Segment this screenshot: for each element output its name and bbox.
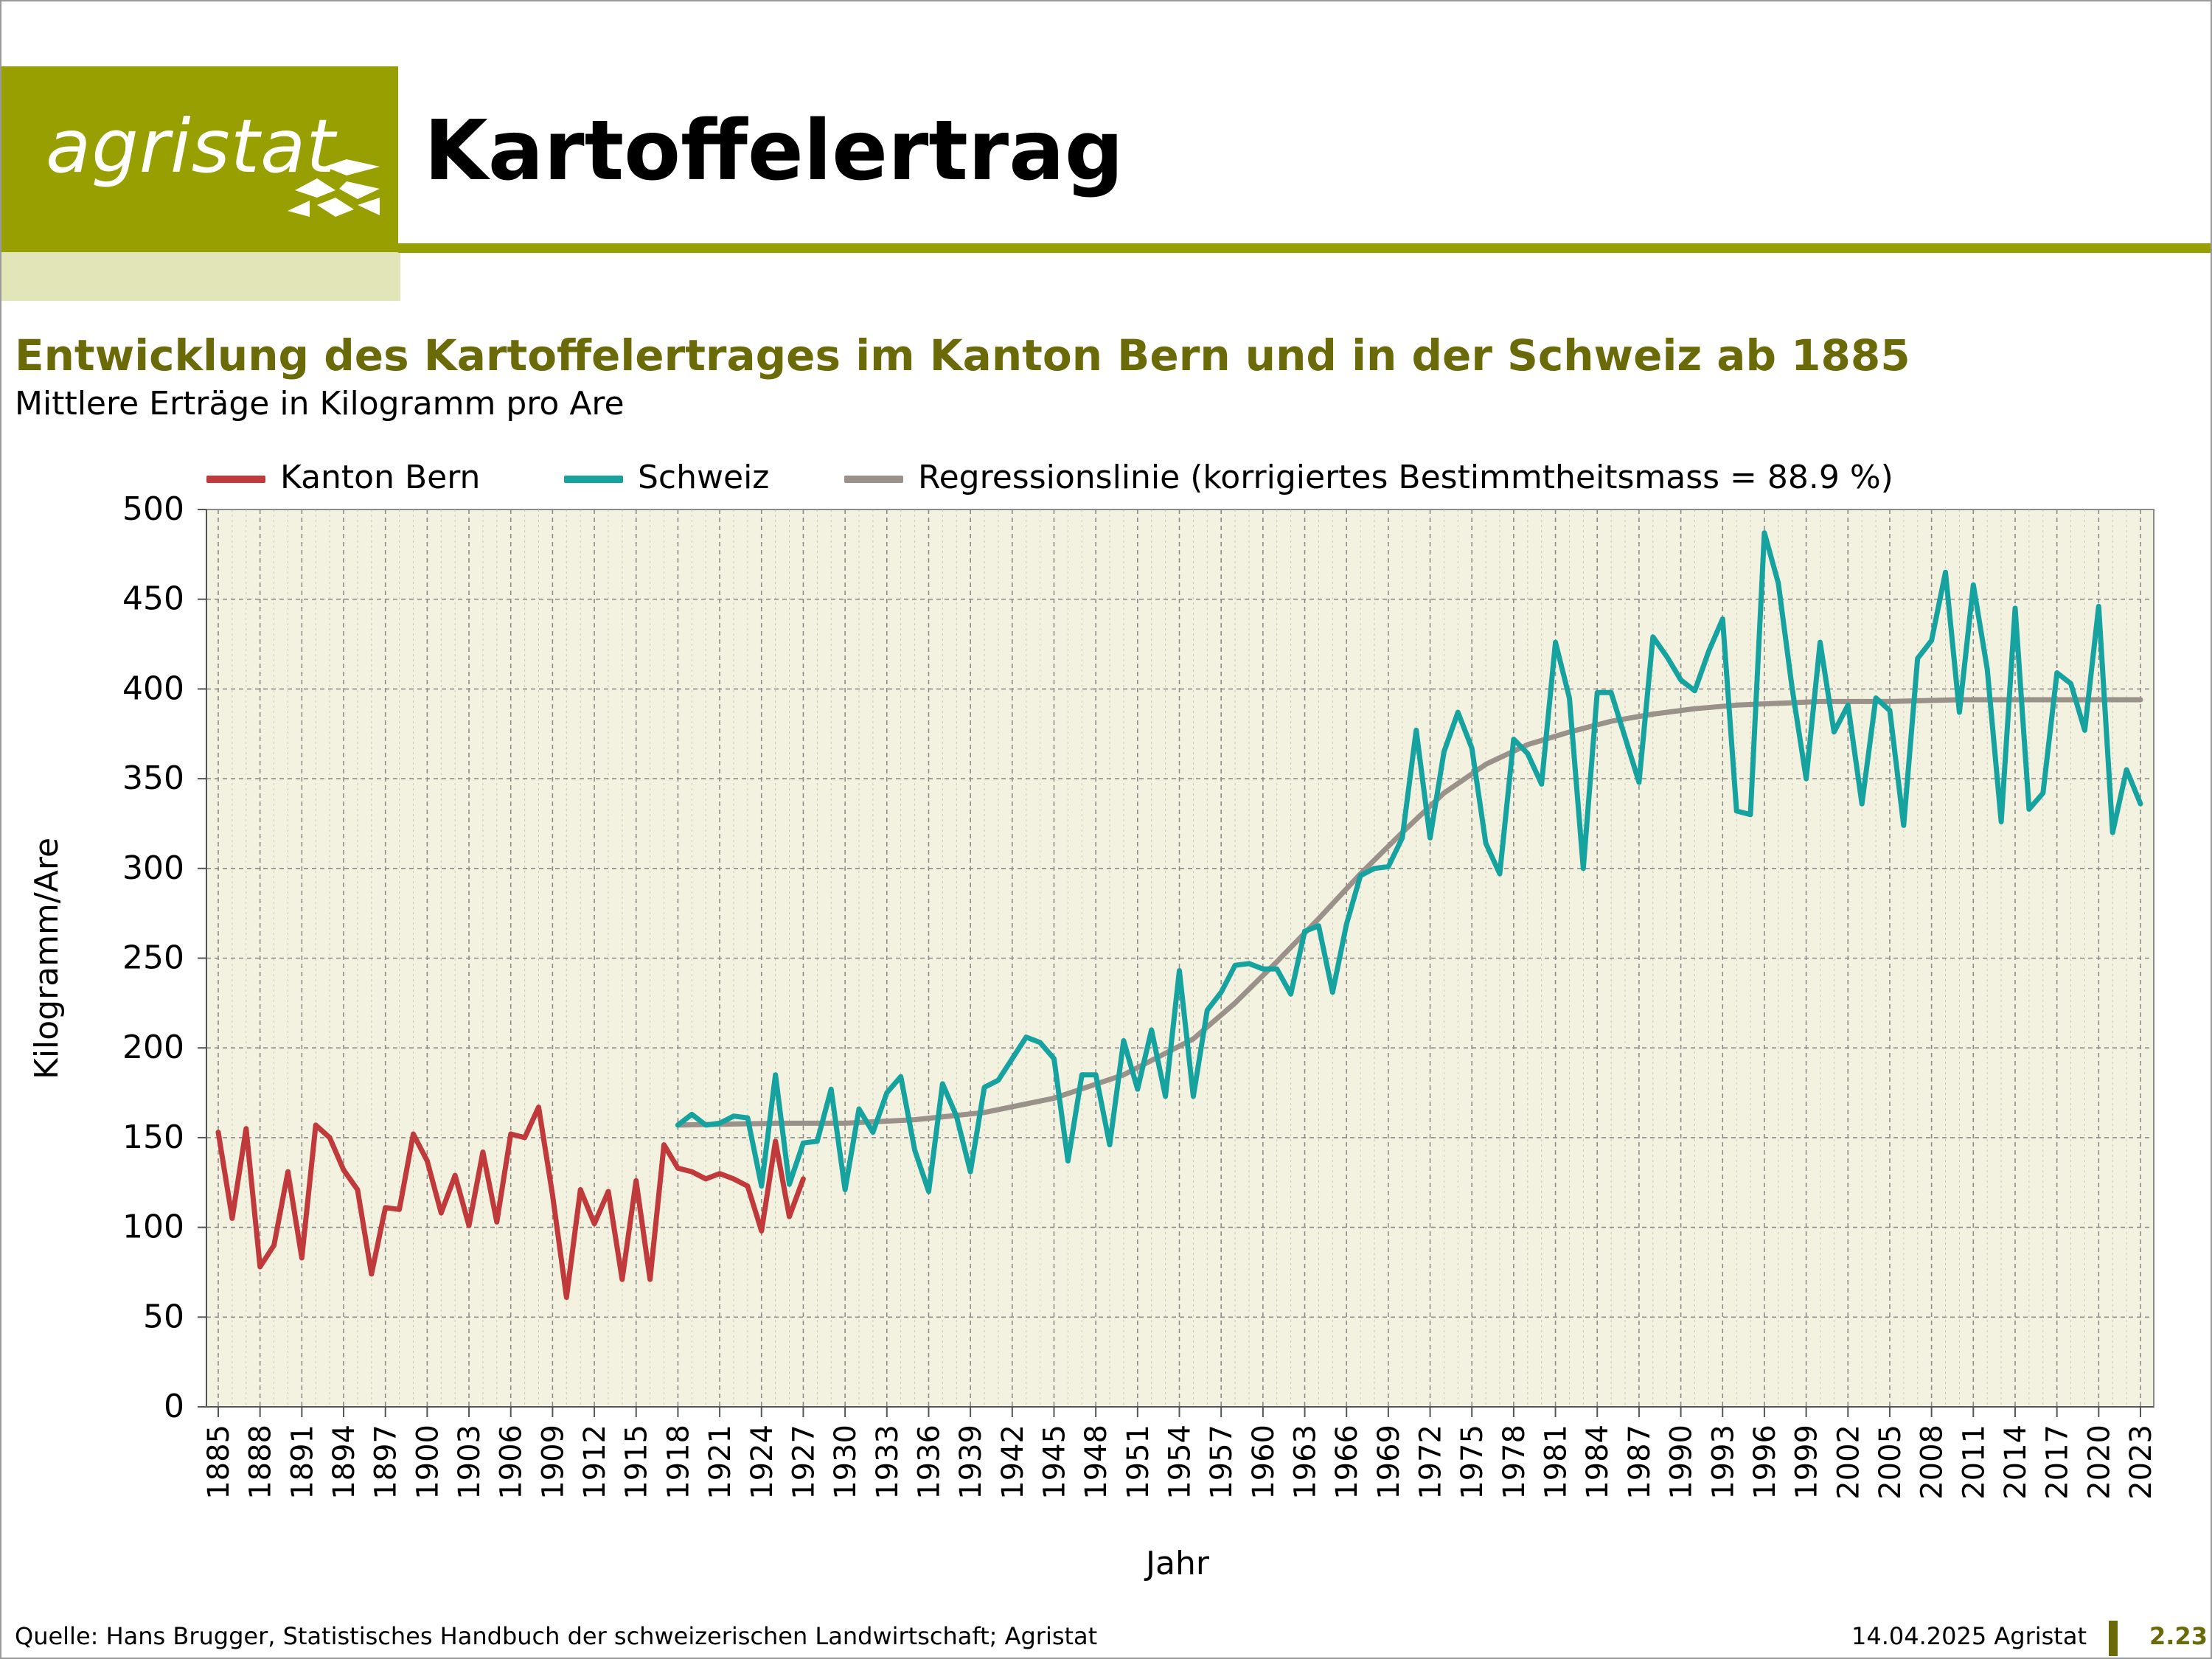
x-tick-label: 1891 bbox=[285, 1425, 319, 1500]
legend-item-kanton-bern: Kanton Bern bbox=[206, 456, 480, 500]
x-tick-label: 2014 bbox=[1999, 1425, 2033, 1500]
grid bbox=[206, 509, 2154, 1408]
y-tick-label: 500 bbox=[122, 490, 184, 528]
x-axis-title: Jahr bbox=[1144, 1545, 1210, 1582]
x-tick-label: 1960 bbox=[1247, 1425, 1281, 1500]
legend-item-regressionslinie: Regressionslinie (korrigiertes Bestimmth… bbox=[844, 456, 1893, 500]
legend-label: Schweiz bbox=[638, 459, 770, 496]
x-tick-label: 2002 bbox=[1832, 1425, 1865, 1500]
x-tick-label: 1951 bbox=[1121, 1425, 1155, 1500]
x-tick-label: 1942 bbox=[996, 1425, 1030, 1500]
footer-date: 14.04.2025 Agristat bbox=[1851, 1622, 2087, 1650]
x-tick-label: 2023 bbox=[2124, 1425, 2158, 1500]
legend-label: Regressionslinie (korrigiertes Bestimmth… bbox=[918, 459, 1893, 496]
chart-title: Entwicklung des Kartoffelertrages im Kan… bbox=[15, 330, 1910, 380]
legend-swatch bbox=[564, 476, 623, 483]
x-tick-label: 1918 bbox=[661, 1425, 695, 1500]
x-tick-label: 1930 bbox=[829, 1425, 863, 1500]
x-tick-label: 1939 bbox=[954, 1425, 988, 1500]
x-tick-label: 1969 bbox=[1372, 1425, 1406, 1500]
chart-subtitle: Mittlere Erträge in Kilogramm pro Are bbox=[15, 385, 625, 422]
series-line-regressionslinie bbox=[675, 697, 2143, 1128]
y-tick-label: 400 bbox=[122, 669, 184, 707]
agristat-logo bbox=[1, 66, 398, 252]
y-tick-label: 250 bbox=[122, 939, 184, 977]
x-tick-label: 1963 bbox=[1289, 1425, 1323, 1500]
y-tick-label: 450 bbox=[122, 580, 184, 618]
header-rule bbox=[398, 243, 2211, 253]
x-tick-label: 1915 bbox=[620, 1425, 654, 1500]
y-tick-label: 200 bbox=[122, 1029, 184, 1066]
legend-swatch bbox=[844, 476, 903, 483]
x-tick-label: 1981 bbox=[1540, 1425, 1573, 1500]
x-tick-label: 1999 bbox=[1790, 1425, 1824, 1500]
x-tick-label: 1936 bbox=[912, 1425, 946, 1500]
series-line-kanton bbox=[215, 1105, 806, 1300]
x-tick-label: 1972 bbox=[1414, 1425, 1448, 1500]
x-tick-label: 1975 bbox=[1455, 1425, 1489, 1500]
x-tick-label: 2005 bbox=[1874, 1425, 1907, 1500]
series bbox=[215, 530, 2143, 1300]
x-tick-label: 1885 bbox=[202, 1425, 236, 1500]
y-tick-label: 0 bbox=[164, 1388, 184, 1425]
x-tick-label: 1996 bbox=[1748, 1425, 1782, 1500]
x-tick-label: 1927 bbox=[787, 1425, 821, 1500]
y-tick-label: 100 bbox=[122, 1208, 184, 1246]
x-tick-label: 1987 bbox=[1623, 1425, 1657, 1500]
logo-triangles-icon bbox=[288, 159, 380, 217]
legend-swatch bbox=[206, 476, 265, 483]
x-tick-label: 1903 bbox=[453, 1425, 487, 1500]
series-line-schweiz bbox=[675, 530, 2143, 1194]
legend-item-schweiz: Schweiz bbox=[564, 456, 769, 500]
x-tick-label: 2011 bbox=[1957, 1425, 1991, 1500]
x-tick-label: 1894 bbox=[327, 1425, 361, 1500]
x-tick-label: 1912 bbox=[578, 1425, 612, 1500]
x-tick-label: 1909 bbox=[536, 1425, 570, 1500]
y-tick-label: 300 bbox=[122, 849, 184, 887]
x-tick-label: 1993 bbox=[1706, 1425, 1740, 1500]
x-tick-label: 1900 bbox=[411, 1425, 445, 1500]
x-tick-label: 1933 bbox=[871, 1425, 905, 1500]
x-tick-label: 1990 bbox=[1665, 1425, 1699, 1500]
x-tick-label: 1948 bbox=[1079, 1425, 1113, 1500]
x-tick-label: 1945 bbox=[1037, 1425, 1071, 1500]
logo-text: agristat bbox=[46, 103, 336, 189]
x-tick-label: 1957 bbox=[1205, 1425, 1239, 1500]
logo-underbar bbox=[1, 252, 400, 301]
x-tick-label: 2017 bbox=[2041, 1425, 2075, 1500]
page-number: 2.23 bbox=[2149, 1622, 2208, 1650]
x-tick-label: 1921 bbox=[703, 1425, 737, 1500]
y-tick-label: 350 bbox=[122, 759, 184, 797]
y-tick-label: 150 bbox=[122, 1119, 184, 1156]
x-tick-label: 1954 bbox=[1164, 1425, 1197, 1500]
x-tick-label: 1924 bbox=[745, 1425, 779, 1500]
x-tick-label: 2008 bbox=[1916, 1425, 1950, 1500]
footer-divider bbox=[2109, 1621, 2118, 1656]
x-tick-label: 1906 bbox=[495, 1425, 529, 1500]
x-tick-label: 1978 bbox=[1498, 1425, 1531, 1500]
legend-label: Kanton Bern bbox=[280, 459, 481, 496]
x-tick-label: 1966 bbox=[1330, 1425, 1364, 1500]
x-tick-label: 1984 bbox=[1581, 1425, 1615, 1500]
footer-source: Quelle: Hans Brugger, Statistisches Hand… bbox=[15, 1622, 1098, 1650]
x-tick-label: 2020 bbox=[2082, 1425, 2116, 1500]
page-title: Kartoffelertrag bbox=[424, 103, 1124, 199]
x-tick-label: 1888 bbox=[244, 1425, 278, 1500]
x-tick-label: 1897 bbox=[369, 1425, 403, 1500]
y-axis-title: Kilogramm/Are bbox=[28, 838, 66, 1079]
y-tick-label: 50 bbox=[143, 1298, 184, 1335]
